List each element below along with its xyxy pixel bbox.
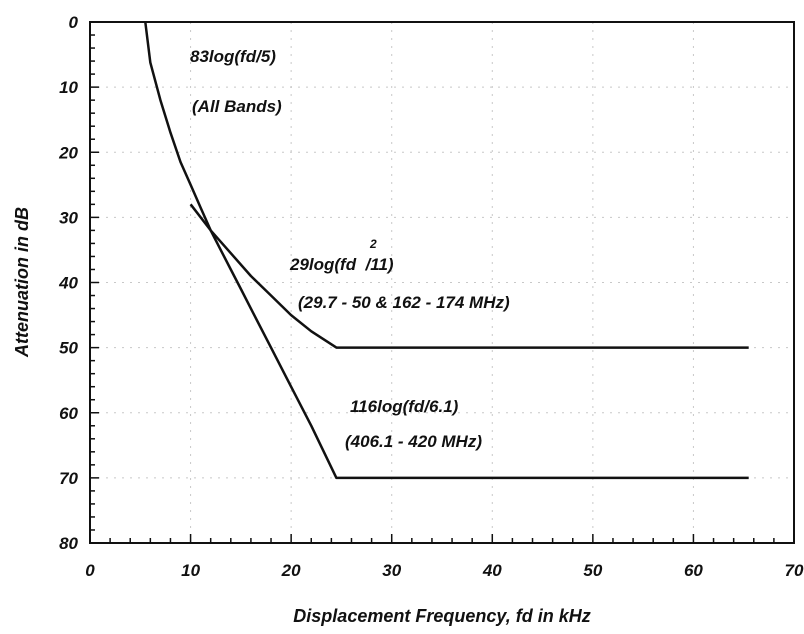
axis-ticks (89, 21, 795, 544)
x-axis-title: Displacement Frequency, fd in kHz (293, 606, 590, 626)
annotation-116log-bands: (406.1 - 420 MHz) (345, 432, 482, 451)
annotation-all-bands: (All Bands) (192, 97, 282, 116)
y-tick-label: 0 (69, 13, 79, 32)
x-tick-label: 10 (181, 561, 200, 580)
x-tick-label: 70 (785, 561, 804, 580)
series (144, 21, 749, 480)
x-tick-label: 60 (684, 561, 703, 580)
y-tick-label: 60 (59, 404, 78, 423)
x-tick-label: 20 (281, 561, 301, 580)
annotation-29log-formula: 29log(fd /11) (289, 255, 394, 274)
y-tick-label: 20 (58, 143, 78, 162)
x-tick-labels: 0 10 20 30 40 50 60 70 (85, 561, 804, 580)
x-tick-label: 50 (583, 561, 602, 580)
y-axis-title: Attenuation in dB (12, 207, 32, 358)
x-tick-label: 40 (482, 561, 502, 580)
y-tick-label: 80 (59, 534, 78, 553)
annotation-83log-formula: 83log(fd/5) (190, 47, 276, 66)
y-tick-label: 70 (59, 469, 78, 488)
x-tick-label: 30 (382, 561, 401, 580)
x-tick-label: 0 (85, 561, 95, 580)
series-line-s83 (144, 21, 749, 480)
y-tick-label: 10 (59, 78, 78, 97)
y-tick-label: 30 (59, 208, 78, 227)
annotation-29log-superscript: 2 (369, 237, 377, 251)
series-line-s29 (189, 203, 749, 349)
y-tick-labels: 0 10 20 30 40 50 60 70 80 (58, 13, 78, 553)
annotation-29log-bands: (29.7 - 50 & 162 - 174 MHz) (298, 293, 510, 312)
y-tick-label: 40 (58, 274, 78, 293)
annotation-116log-formula: 116log(fd/6.1) (350, 397, 459, 416)
y-tick-label: 50 (59, 339, 78, 358)
